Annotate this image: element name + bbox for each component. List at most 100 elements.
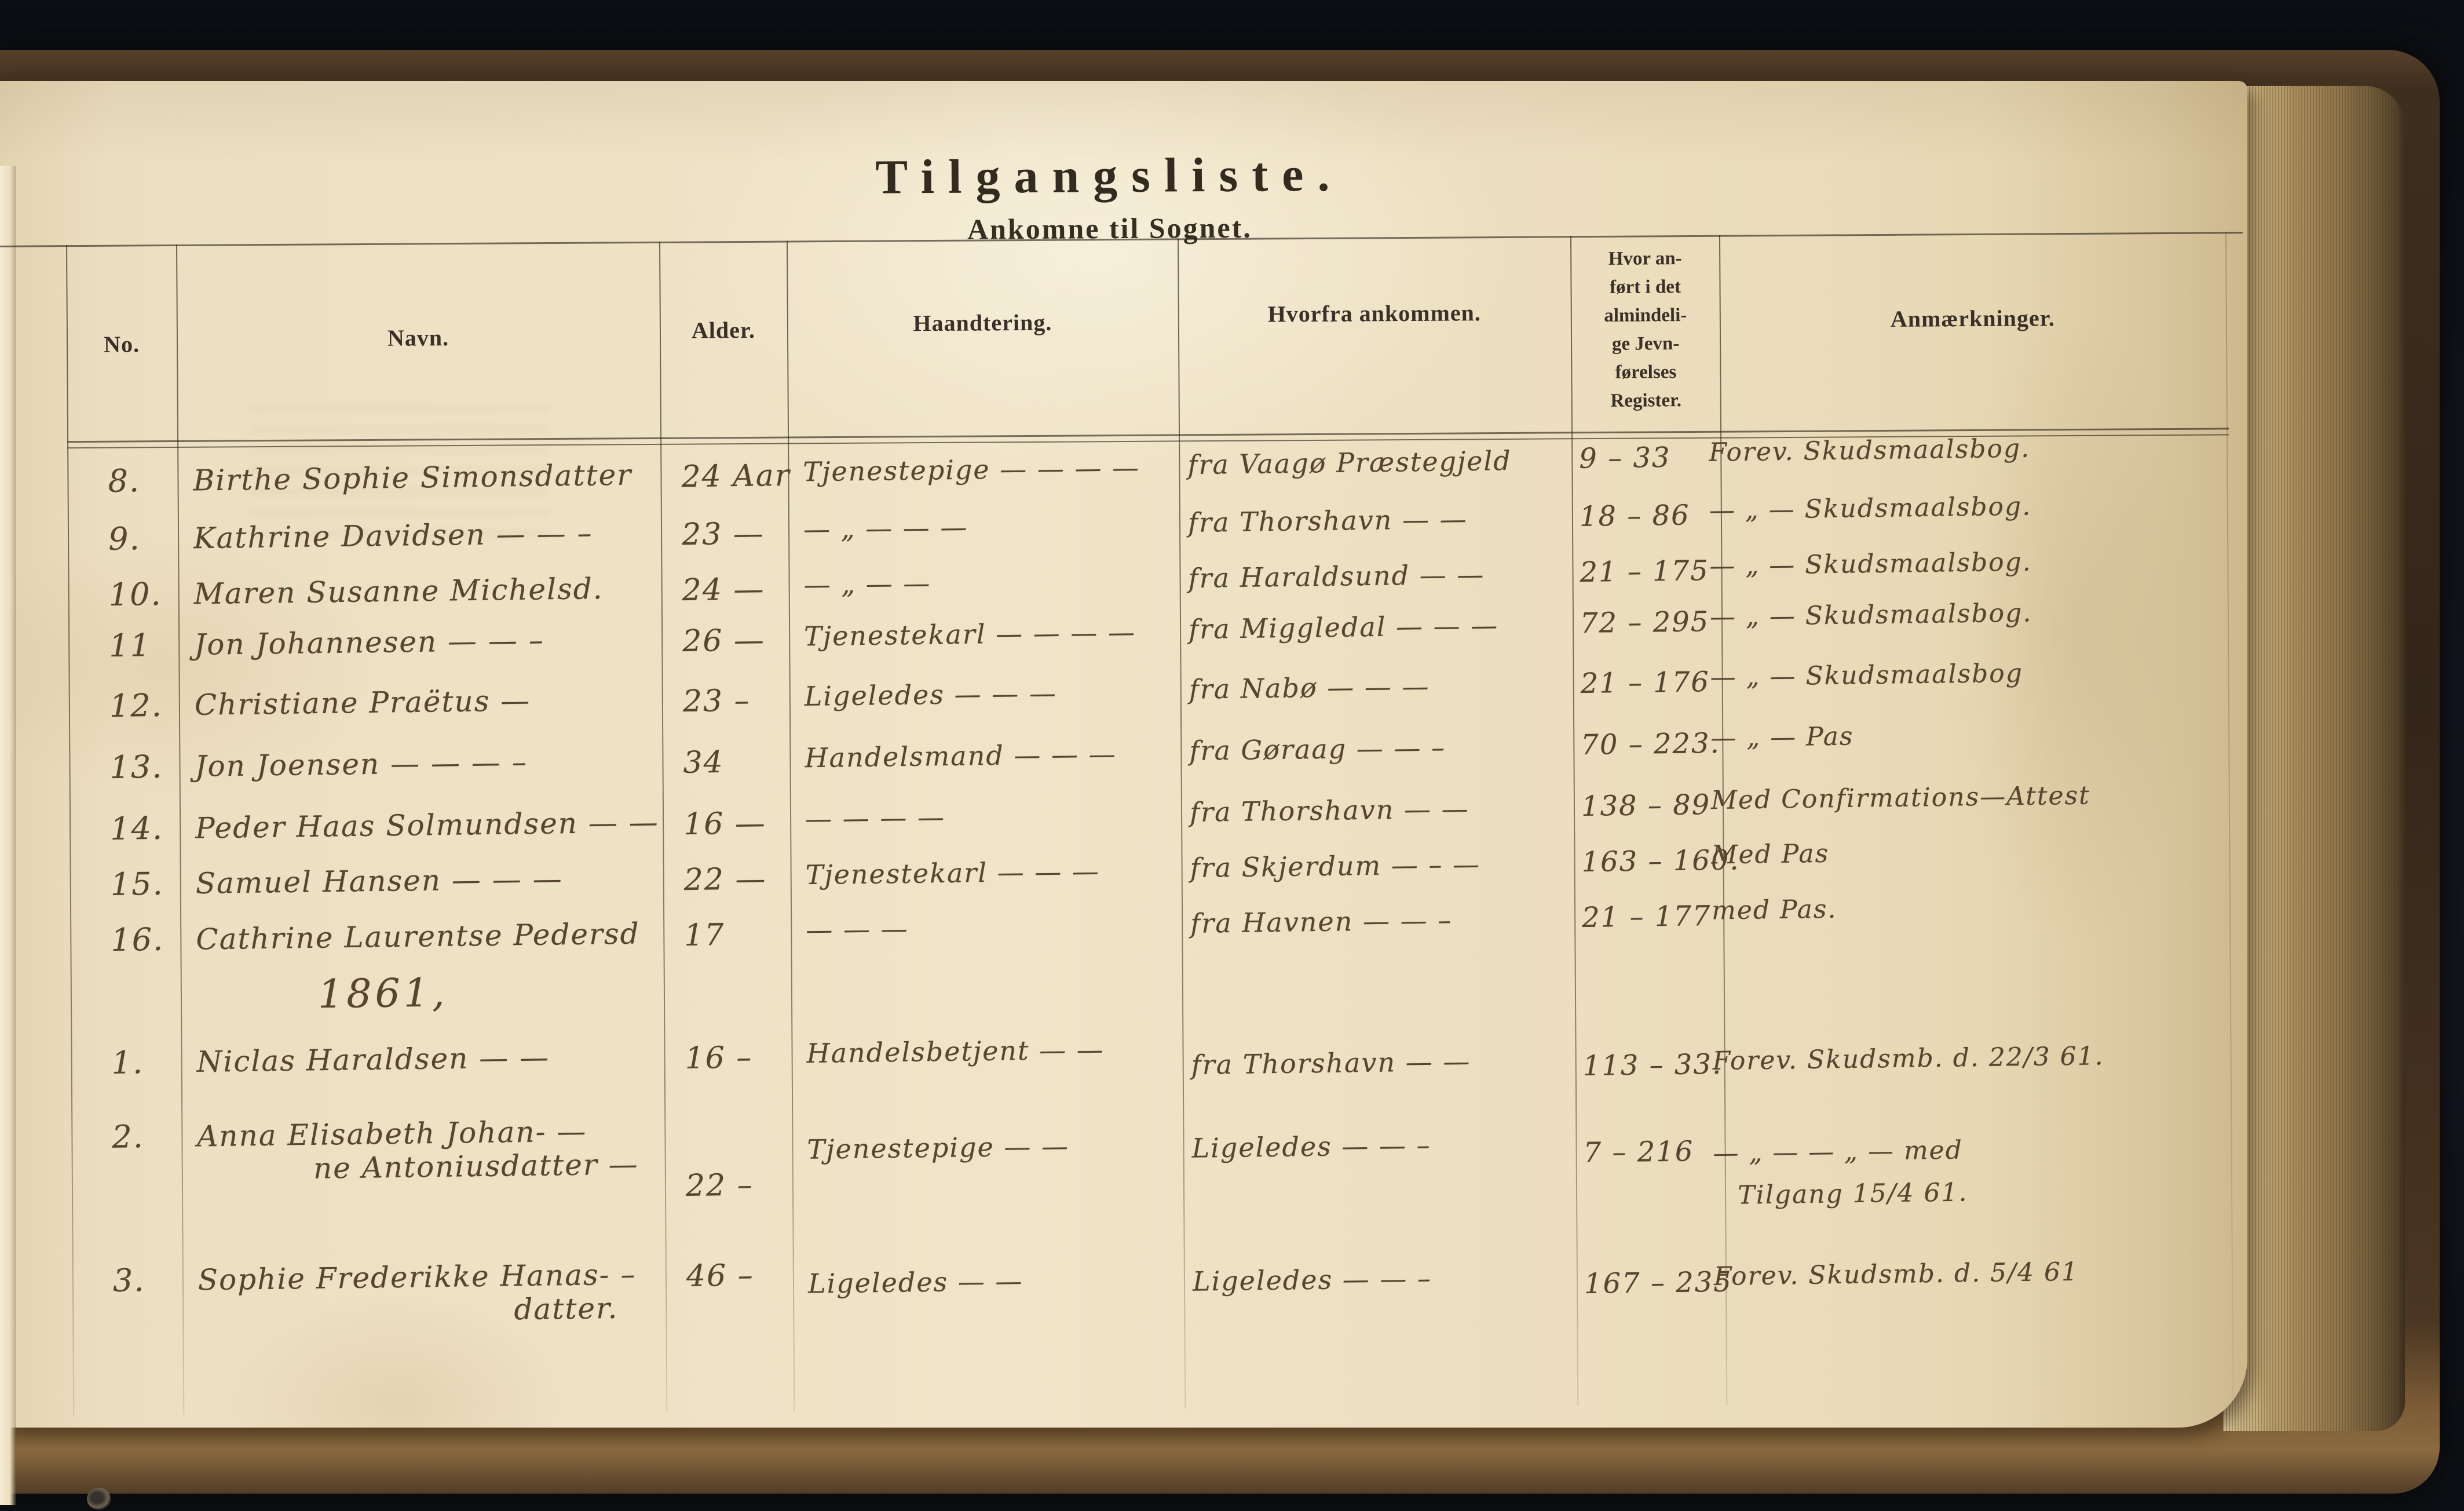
cell-row-number: 3. [112,1262,145,1299]
column-header-from: Hvorfra ankommen. [1267,300,1481,327]
cell-register-ref: 138 – 89 [1581,789,1711,823]
cell-occupation: — — — [805,913,909,946]
cell-occupation: Tjenestekarl — — — — [803,616,1136,652]
table-body: 8. Birthe Sophie Simonsdatter 24 Aar Tjenes… [0,433,2252,1375]
show-through-ink [249,406,550,550]
cell-name: Kathrine Davidsen — — – [193,516,593,556]
cell-row-number: 12. [109,687,163,725]
cell-age: 24 Aar [681,458,791,495]
cell-remarks: — „ — — „ — med Tilgang 15/4 61. [1713,1135,1968,1210]
cell-age: 23 — [681,516,765,553]
cell-row-number: 16. [110,921,164,959]
cell-register-ref: 21 – 175 [1580,554,1710,589]
cell-name-line2: ne Antoniusdatter — [313,1147,639,1185]
cell-remarks: Med Confirmations—Attest [1710,780,2091,816]
cell-age: 17 [683,917,725,953]
column-header-register-line: Register. [1610,390,1682,411]
cell-row-number: 10. [108,575,163,614]
cell-register-ref: 18 – 86 [1579,499,1690,533]
page-title: Tilgangsliste. [875,147,1344,205]
cell-row-number: 1. [111,1044,144,1081]
cell-name: Samuel Hansen — — — [195,862,563,901]
cell-remarks: Med Pas [1711,838,1830,870]
cell-age: 22 – [685,1167,754,1204]
cell-register-ref: 7 – 216 [1583,1135,1694,1169]
cell-register-ref: 167 – 235 [1584,1265,1733,1301]
cell-age: 22 — [683,862,767,898]
cell-name: Sophie Frederikke Hanas- – datter. [198,1257,637,1327]
cell-register-ref: 21 – 176 [1580,666,1710,700]
cell-age: 23 – [682,683,751,720]
cell-remarks: Forev. Skudsmb. d. 5/4 61 [1713,1257,2079,1291]
cell-arrived-from: fra Gøraag — — – [1189,732,1446,767]
cell-row-number: 2. [112,1118,145,1155]
table-sheet: Tilgangsliste. Ankomne til Sognet. No. N… [0,74,2252,1435]
cell-occupation: Handelsmand — — — [805,738,1117,774]
cell-row-number: 14. [109,809,164,848]
cell-occupation: — — — — [805,801,946,835]
cell-occupation: Tjenestekarl — — — [805,855,1101,891]
column-header-no: No. [103,331,140,357]
cell-remarks: — „ — Skudsmaalsbog. [1709,491,2032,525]
book-page-stack-edge [2223,86,2405,1431]
column-header-register: Hvor an-ført i det almindeli-ge Jevn-føre… [1572,244,1719,416]
cell-arrived-from: fra Skjerdum — – — [1190,848,1481,884]
underlying-page-edge [0,166,16,1505]
cell-occupation: Tjenestepige — — — — [803,451,1140,488]
cell-row-number: 11 [108,627,152,664]
cell-remarks: Forev. Skudsmb. d. 22/3 61. [1712,1041,2104,1076]
cell-occupation: — „ — — [803,567,931,601]
cell-occupation: Tjenestepige — — [807,1130,1070,1165]
wormhole-in-paper [87,1488,111,1510]
cell-register-ref: 113 – 33. [1582,1048,1723,1083]
cell-arrived-from: Ligeledes — — – [1192,1262,1432,1297]
cell-occupation: — „ — — — [803,511,968,545]
column-header-register-line: ført i det [1609,276,1681,298]
register-page: Tilgangsliste. Ankomne til Sognet. No. N… [0,81,2247,1510]
table-row: 3. Sophie Frederikke Hanas- – datter. 46 – L… [4,1240,2252,1375]
cell-arrived-from: fra Havnen — — – [1190,904,1453,939]
cell-name: Jon Joensen — — — – [195,745,528,783]
cell-row-number: 13. [109,748,163,786]
cell-remarks: — „ — Skudsmaalsbog. [1709,598,2032,632]
column-header-occupation: Haandtering. [913,309,1052,337]
cell-name: Birthe Sophie Simonsdatter [193,458,633,498]
cell-remarks: med Pas. [1711,894,1837,926]
table-row: 2. Anna Elisabeth Johan- — ne Antoniusdatt… [3,1096,2251,1254]
cell-remarks: — „ — Skudsmaalsbog [1710,658,2024,692]
cell-arrived-from: Ligeledes — — – [1191,1129,1431,1164]
cell-age: 26 — [682,623,766,659]
table-row: 1. Niclas Haraldsen — — 16 – Handelsbetjent… [2,1022,2250,1110]
cell-occupation: Ligeledes — — — [804,677,1058,712]
cell-occupation: Handelsbetjent — — [806,1034,1105,1070]
cell-name-line2: datter. [514,1291,619,1327]
cell-row-number: 8. [108,462,141,499]
cell-arrived-from: fra Thorshavn — — [1189,793,1469,828]
cell-age: 24 — [682,572,765,608]
cell-name: Maren Susanne Michelsd. [193,572,604,611]
cell-row-number: 15. [110,865,164,903]
cell-name: Peder Haas Solmundsen — — [195,805,660,845]
cell-arrived-from: fra Thorshavn — — [1187,503,1468,539]
cell-register-ref: 72 – 295 [1580,605,1710,640]
column-header-register-line: almindeli- [1604,305,1687,326]
cell-age: 46 – [686,1258,754,1294]
cell-remarks: Forev. Skudsmaalsbog. [1708,433,2031,468]
column-header-remarks: Anmærkninger. [1890,305,2055,332]
cell-age: 16 – [685,1040,753,1076]
column-header-register-line: førelses [1615,362,1677,383]
cell-name: Niclas Haraldsen — — [196,1040,550,1079]
cell-arrived-from: fra Miggledal — — — [1188,609,1499,645]
cell-register-ref: 9 – 33 [1578,441,1671,475]
cell-remarks: — „ — Skudsmaalsbog. [1709,547,2032,581]
year-heading: 1861, [317,970,449,1018]
cell-name: Christiane Praëtus — [194,684,531,722]
cell-remarks-line2: Tilgang 15/4 61. [1738,1177,1968,1210]
cell-name: Jon Johannesen — — – [193,623,545,662]
cell-name: Anna Elisabeth Johan- — ne Antoniusdatter… [196,1114,639,1185]
column-header-name: Navn. [387,324,449,351]
cell-arrived-from: fra Haraldsund — — [1188,559,1485,594]
cell-arrived-from: fra Thorshavn — — [1191,1045,1471,1081]
cell-name: Cathrine Laurentse Pedersd [195,917,640,957]
